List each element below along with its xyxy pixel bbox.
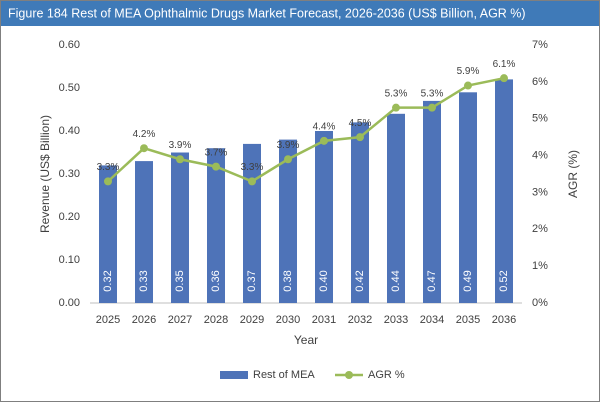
bar <box>243 143 261 303</box>
line <box>107 76 505 183</box>
bar-value-label: 0.42 <box>354 270 366 291</box>
y-tick-label: 0.50 <box>59 82 80 94</box>
bar <box>279 139 297 303</box>
line-marker <box>212 162 220 171</box>
line-value-label: 5.9% <box>457 66 480 77</box>
y-tick-label: 0.30 <box>59 168 80 180</box>
y-tick-label: 0.60 <box>59 39 80 51</box>
legend-swatch <box>220 371 248 379</box>
y-axis-title: Revenue (US$ Billion) <box>38 115 52 233</box>
bar-value-label: 0.38 <box>282 270 294 291</box>
line-value-label: 5.3% <box>385 88 408 99</box>
line-value-label: 3.9% <box>169 140 192 151</box>
legend-label: AGR % <box>368 369 405 381</box>
line-value-label: 4.2% <box>133 129 156 140</box>
x-tick-label: 2031 <box>312 314 336 326</box>
legend-marker <box>345 371 353 379</box>
bar <box>171 152 189 303</box>
bar-value-label: 0.47 <box>426 270 438 291</box>
chart-title: Figure 184 Rest of MEA Ophthalmic Drugs … <box>8 6 526 20</box>
bar-value-label: 0.49 <box>462 270 474 291</box>
x-tick-label: 2025 <box>96 314 120 326</box>
legend-label: Rest of MEA <box>253 369 315 381</box>
y2-tick-label: 6% <box>532 76 548 88</box>
bar-value-label: 0.35 <box>174 270 186 291</box>
title-bar <box>1 1 599 26</box>
line-marker <box>356 133 364 142</box>
y-tick-label: 0.40 <box>59 125 80 137</box>
x-tick-label: 2026 <box>132 314 156 326</box>
line-marker <box>464 81 472 90</box>
bar <box>387 113 405 303</box>
y2-axis-title: AGR (%) <box>566 150 580 198</box>
bar-value-label: 0.52 <box>498 270 510 291</box>
x-tick-label: 2033 <box>384 314 408 326</box>
x-tick-label: 2030 <box>276 314 300 326</box>
bar-value-label: 0.36 <box>210 270 222 291</box>
line-value-label: 3.7% <box>205 147 228 158</box>
line-value-label: 3.3% <box>97 162 120 173</box>
y2-tick-label: 1% <box>532 260 548 272</box>
y-tick-label: 0.20 <box>59 211 80 223</box>
bar <box>459 92 477 303</box>
line-marker <box>140 144 148 153</box>
bar-value-label: 0.33 <box>138 270 150 291</box>
line-marker <box>428 103 436 112</box>
y2-tick-label: 2% <box>532 223 548 235</box>
bar <box>135 161 153 303</box>
line-marker <box>392 103 400 112</box>
x-tick-label: 2035 <box>456 314 480 326</box>
y2-tick-label: 4% <box>532 149 548 161</box>
line-value-label: 6.1% <box>493 59 516 70</box>
bar <box>495 79 513 304</box>
line-marker <box>176 155 184 164</box>
x-tick-label: 2028 <box>204 314 228 326</box>
y-tick-label: 0.00 <box>59 297 80 309</box>
y2-tick-label: 5% <box>532 113 548 125</box>
line-value-label: 3.9% <box>277 140 300 151</box>
x-tick-label: 2036 <box>492 314 516 326</box>
line-value-label: 5.3% <box>421 88 444 99</box>
line-marker <box>320 136 328 145</box>
bar-value-label: 0.40 <box>318 270 330 291</box>
y2-tick-label: 3% <box>532 186 548 198</box>
x-tick-label: 2029 <box>240 314 264 326</box>
bar <box>351 122 369 304</box>
y2-tick-label: 7% <box>532 39 548 51</box>
line-value-label: 4.4% <box>313 121 336 132</box>
x-tick-label: 2034 <box>420 314 444 326</box>
y-tick-label: 0.10 <box>59 254 80 266</box>
bar <box>99 165 117 303</box>
bar-value-label: 0.32 <box>102 270 114 291</box>
bar-value-label: 0.44 <box>390 270 402 291</box>
x-axis-title: Year <box>294 333 318 347</box>
line-marker <box>500 74 508 83</box>
line-marker <box>284 155 292 164</box>
bar <box>315 131 333 303</box>
line-value-label: 3.3% <box>241 162 264 173</box>
line-value-label: 4.5% <box>349 118 372 129</box>
bar <box>423 100 441 304</box>
x-tick-label: 2027 <box>168 314 192 326</box>
bar <box>207 148 225 303</box>
bar-value-label: 0.37 <box>246 270 258 291</box>
x-tick-label: 2032 <box>348 314 372 326</box>
y2-tick-label: 0% <box>532 297 548 309</box>
line-marker <box>248 177 256 186</box>
line-marker <box>104 177 112 186</box>
